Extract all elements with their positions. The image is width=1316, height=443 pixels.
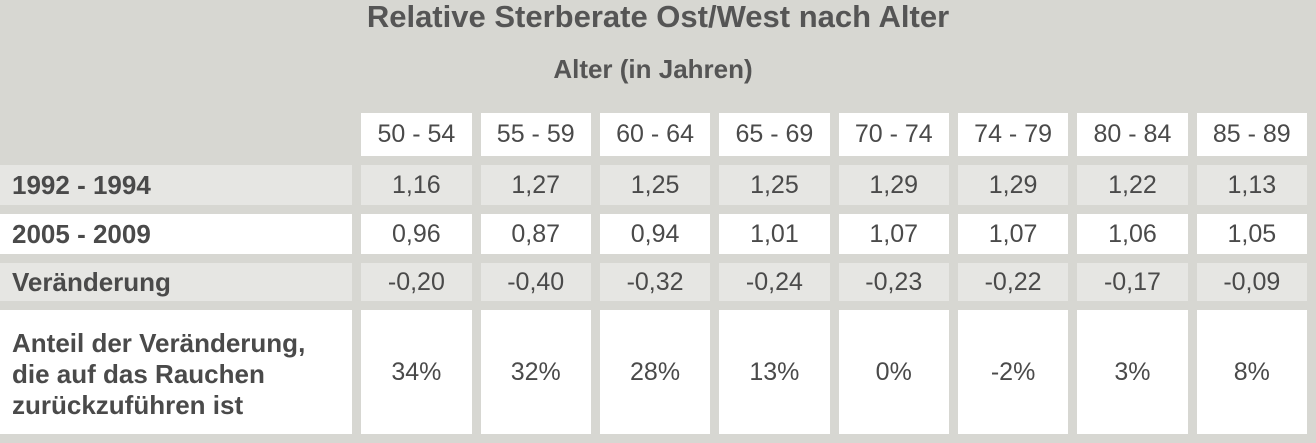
table-cell: 1,06 bbox=[1077, 214, 1188, 254]
header-row: 50 - 54 55 - 59 60 - 64 65 - 69 70 - 74 74 - … bbox=[0, 113, 1307, 156]
table-cell: 1,01 bbox=[719, 214, 830, 254]
column-header: 50 - 54 bbox=[361, 113, 472, 156]
table-cell: -0,20 bbox=[361, 263, 472, 301]
column-header: 65 - 69 bbox=[719, 113, 830, 156]
row-label: Veränderung bbox=[0, 263, 353, 301]
table-cell: 0% bbox=[838, 310, 949, 434]
table-cell: 1,07 bbox=[838, 214, 949, 254]
table-row: 2005 - 2009 0,96 0,87 0,94 1,01 1,07 1,07 1,06 1… bbox=[0, 214, 1307, 254]
table-cell: -0,24 bbox=[719, 263, 830, 301]
table-cell: 8% bbox=[1196, 310, 1307, 434]
table-cell: 32% bbox=[480, 310, 591, 434]
row-label: 1992 - 1994 bbox=[0, 165, 353, 205]
table-cell: -0,32 bbox=[599, 263, 711, 301]
table-row: 1992 - 1994 1,16 1,27 1,25 1,25 1,29 1,29 1,22 1… bbox=[0, 165, 1307, 205]
table-cell: 1,29 bbox=[838, 165, 949, 205]
row-label-line: zurückzuführen ist bbox=[12, 389, 244, 420]
column-header: 74 - 79 bbox=[957, 113, 1069, 156]
row-label: 2005 - 2009 bbox=[0, 214, 353, 254]
row-label-line: Anteil der Veränderung, bbox=[12, 327, 306, 358]
table-cell: 1,22 bbox=[1077, 165, 1188, 205]
table-cell: 1,07 bbox=[957, 214, 1069, 254]
table-cell: -0,22 bbox=[957, 263, 1069, 301]
table-cell: 34% bbox=[361, 310, 472, 434]
table-row: Veränderung -0,20 -0,40 -0,32 -0,24 -0,23 -0,2… bbox=[0, 263, 1307, 301]
column-header: 70 - 74 bbox=[838, 113, 949, 156]
table-cell: -0,09 bbox=[1196, 263, 1307, 301]
table-cell: 28% bbox=[599, 310, 711, 434]
table-cell: 13% bbox=[719, 310, 830, 434]
table-cell: -0,17 bbox=[1077, 263, 1188, 301]
row-label-line: die auf das Rauchen bbox=[12, 358, 265, 389]
row-label: Anteil der Veränderung, die auf das Rauch… bbox=[0, 310, 353, 434]
table-cell: 1,25 bbox=[719, 165, 830, 205]
table-cell: 1,27 bbox=[480, 165, 591, 205]
header-blank-cell bbox=[0, 113, 352, 156]
table-cell: 3% bbox=[1077, 310, 1188, 434]
column-header: 85 - 89 bbox=[1196, 113, 1307, 156]
column-header: 60 - 64 bbox=[599, 113, 711, 156]
table-cell: 1,13 bbox=[1196, 165, 1307, 205]
table-cell: -0,23 bbox=[838, 263, 949, 301]
table-cell: -0,40 bbox=[480, 263, 591, 301]
table-cell: 0,94 bbox=[599, 214, 711, 254]
table-cell: 0,87 bbox=[480, 214, 591, 254]
table-row: Anteil der Veränderung, die auf das Rauch… bbox=[0, 310, 1307, 434]
table-cell: 1,16 bbox=[361, 165, 472, 205]
data-table: 50 - 54 55 - 59 60 - 64 65 - 69 70 - 74 74 - … bbox=[0, 104, 1316, 443]
column-header: 55 - 59 bbox=[480, 113, 591, 156]
chart-title: Relative Sterberate Ost/West nach Alter bbox=[366, 0, 950, 34]
column-group-header: Alter (in Jahren) bbox=[553, 54, 753, 84]
table-cell: 1,05 bbox=[1196, 214, 1307, 254]
column-header: 80 - 84 bbox=[1077, 113, 1188, 156]
table-cell: 0,96 bbox=[361, 214, 472, 254]
table-cell: 1,29 bbox=[957, 165, 1069, 205]
table-cell: 1,25 bbox=[599, 165, 711, 205]
table-cell: -2% bbox=[957, 310, 1069, 434]
